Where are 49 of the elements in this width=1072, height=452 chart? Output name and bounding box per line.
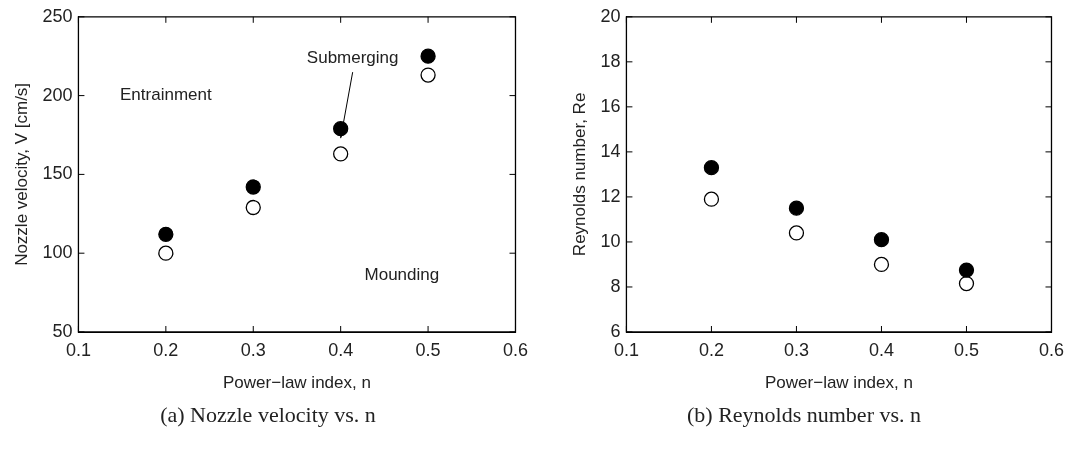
x-axis-title: Power−law index, n: [765, 373, 913, 393]
annotation: Submerging: [306, 47, 399, 67]
y-tick-label: 250: [42, 5, 73, 26]
x-tick-label: 0.3: [783, 339, 809, 360]
point: [158, 245, 174, 261]
point: [958, 275, 975, 292]
point: [873, 256, 890, 273]
point: [873, 232, 890, 248]
text: (a) Nozzle velocity vs. n: [159, 402, 377, 428]
y-tick-label: 50: [52, 320, 73, 341]
x-tick-label: 0.4: [328, 339, 354, 360]
y-tick-label: 200: [42, 84, 73, 105]
y-tick-label: 12: [600, 185, 621, 206]
x-tick-label: 0.1: [613, 339, 639, 360]
point: [788, 200, 805, 216]
point: [703, 160, 720, 176]
y-axis-title: Reynolds number, Re: [569, 92, 589, 257]
point: [245, 179, 261, 195]
x-tick-label: 0.3: [240, 339, 266, 360]
y-tick-label: 150: [42, 163, 73, 184]
x-tick-label: 0.1: [65, 339, 91, 360]
point: [420, 48, 436, 64]
x-tick-label: 0.5: [415, 339, 441, 360]
annotation: Entrainment: [120, 85, 212, 105]
point: [788, 225, 805, 241]
y-axis-title: Nozzle velocity, V [cm/s]: [11, 82, 31, 266]
y-tick-label: 8: [610, 275, 621, 296]
point: [245, 199, 261, 216]
point: [158, 226, 174, 242]
point: [420, 67, 436, 83]
y-tick-label: 20: [600, 5, 621, 26]
point: [958, 262, 975, 278]
point: [703, 191, 720, 207]
y-tick-label: 16: [600, 95, 621, 116]
y-tick-label: 10: [600, 230, 621, 251]
x-tick-label: 0.2: [153, 339, 179, 360]
text: (b) Reynolds number vs. n: [686, 402, 922, 428]
y-tick-label: 18: [600, 50, 621, 71]
x-tick-label: 0.6: [1038, 339, 1064, 360]
x-tick-label: 0.4: [868, 339, 894, 360]
x-tick-label: 0.5: [953, 339, 979, 360]
point: [333, 146, 349, 162]
y-tick-label: 6: [610, 320, 621, 341]
annotation: Mounding: [364, 264, 440, 284]
x-tick-label: 0.2: [698, 339, 724, 360]
y-tick-label: 14: [600, 140, 621, 161]
x-tick-label: 0.6: [502, 339, 528, 360]
x-axis-title: Power−law index, n: [223, 373, 371, 393]
y-tick-label: 100: [42, 242, 73, 263]
